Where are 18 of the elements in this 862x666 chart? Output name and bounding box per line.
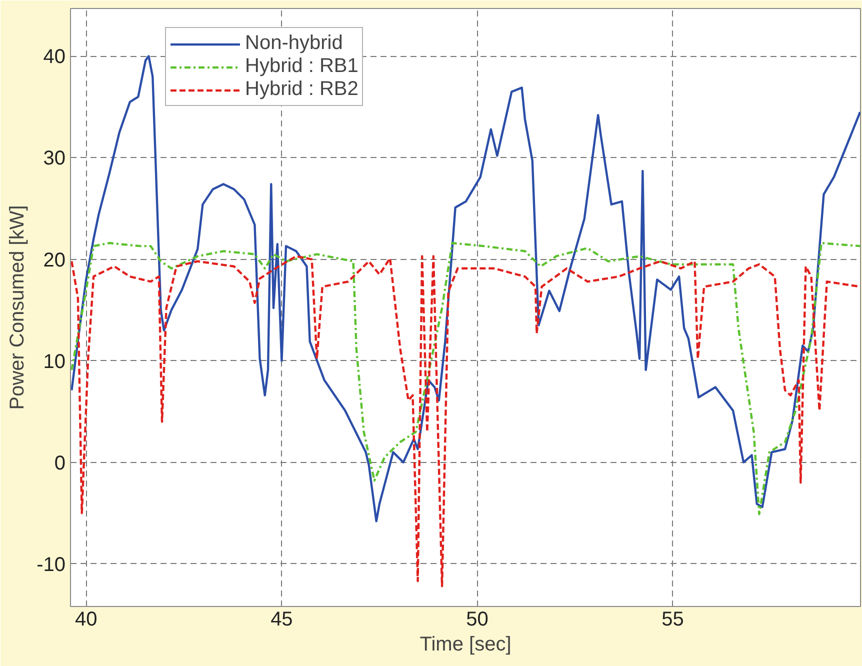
legend-label: Hybrid : RB1 [245, 55, 358, 78]
x-tick-label: 55 [662, 608, 684, 630]
y-tick-label: 10 [43, 350, 66, 373]
line-series [70, 255, 860, 588]
line-series [70, 55, 860, 522]
x-tick-label: 45 [270, 608, 293, 630]
x-tick-label: 50 [466, 608, 488, 630]
y-tick-label: -10 [36, 554, 66, 576]
line-series [70, 242, 860, 516]
y-axis-title: Power Consumed [kW] [6, 205, 29, 410]
y-tick-label: 40 [43, 46, 66, 68]
y-tick-label: 0 [54, 452, 66, 474]
legend-label: Hybrid : RB2 [245, 78, 358, 101]
x-tick-label: 40 [75, 608, 98, 630]
x-axis-title: Time [sec] [420, 634, 512, 656]
y-tick-label: 20 [43, 249, 66, 272]
y-tick-label: 30 [43, 148, 66, 170]
legend-label: Non-hybrid [245, 32, 343, 55]
